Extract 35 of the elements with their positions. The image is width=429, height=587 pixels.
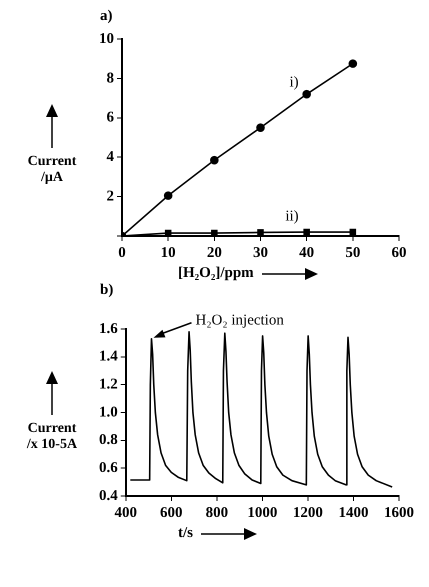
y-tick-label: 1.4 <box>99 348 118 365</box>
y-tick-label: 0.4 <box>99 488 118 504</box>
chart-title: b) <box>100 282 114 299</box>
x-tick-label: 50 <box>345 244 360 261</box>
x-tick-label: 1600 <box>384 504 414 521</box>
chart-title: a) <box>100 8 114 25</box>
y-tick-label: 1.0 <box>99 404 118 420</box>
y-tick-label: 1.6 <box>99 320 118 337</box>
y-axis-title: Current /x 10-5A <box>26 421 78 453</box>
x-tick-label: 10 <box>160 244 176 261</box>
y-tick-label: 8 <box>106 70 114 86</box>
x-tick-label: 1400 <box>338 504 368 521</box>
x-tick-label: 30 <box>253 244 268 261</box>
x-tick-label: 1000 <box>247 504 278 521</box>
x-tick-label: 600 <box>160 504 183 521</box>
x-tick-label: 40 <box>299 244 314 261</box>
annotation: H₂O₂ injection <box>195 312 284 329</box>
x-tick-label: 0 <box>118 244 126 261</box>
x-tick-label: 20 <box>206 244 222 261</box>
x-tick-label: 60 <box>392 244 406 261</box>
x-axis-title: t/s <box>178 525 193 541</box>
y-tick-label: 1.2 <box>99 376 118 393</box>
y-tick-label: 4 <box>106 149 114 166</box>
series-label: ii) <box>285 208 299 224</box>
y-axis-title: Current /μA <box>26 154 78 186</box>
y-tick-label: 0.6 <box>99 460 118 476</box>
series-label: i) <box>289 74 299 91</box>
x-tick-label: 800 <box>206 504 228 521</box>
x-axis-title: [H₂O₂]/ppm <box>178 265 254 281</box>
y-tick-label: 2 <box>106 188 114 204</box>
y-tick-label: 0.8 <box>99 432 118 448</box>
x-tick-label: 1200 <box>292 504 323 521</box>
y-tick-label: 6 <box>106 110 114 126</box>
y-tick-label: 10 <box>99 30 114 47</box>
x-tick-label: 400 <box>114 504 137 521</box>
